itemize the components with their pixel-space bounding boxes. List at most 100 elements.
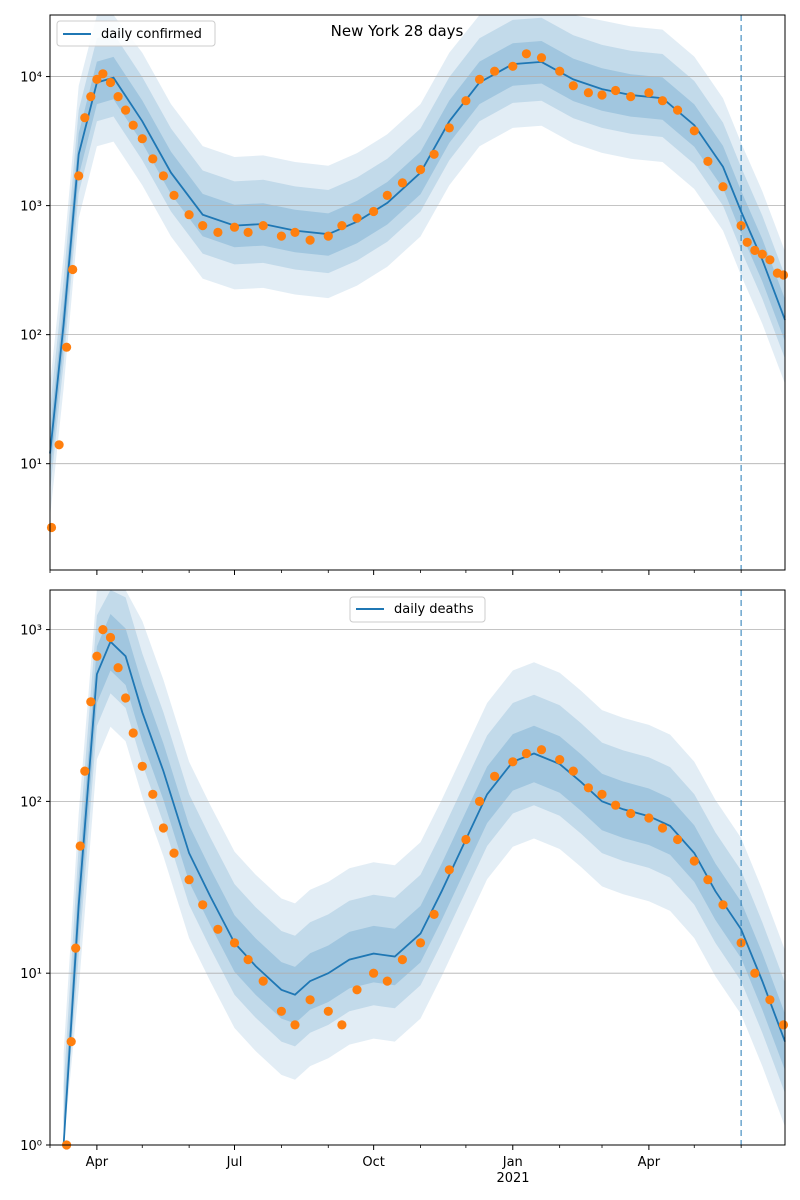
deaths-observed-point bbox=[92, 651, 102, 661]
deaths-observed-point bbox=[290, 1020, 300, 1030]
confirmed-legend: daily confirmed bbox=[56, 20, 216, 47]
deaths-observed-point bbox=[415, 938, 426, 948]
deaths-observed-point bbox=[644, 813, 654, 823]
confirmed-observed-point bbox=[536, 53, 547, 63]
deaths-y-tick-label: 10³ bbox=[20, 624, 42, 639]
deaths-band-3 bbox=[63, 614, 786, 1145]
deaths-observed-point bbox=[148, 789, 158, 799]
deaths-observed-point bbox=[128, 728, 138, 738]
confirmed-observed-point bbox=[121, 105, 131, 115]
deaths-observed-point bbox=[508, 757, 518, 767]
deaths-observed-point bbox=[521, 748, 532, 759]
confirmed-observed-point bbox=[92, 74, 102, 84]
confirmed-y-tick-label: 10² bbox=[20, 329, 42, 344]
deaths-legend: daily deaths bbox=[349, 596, 486, 623]
confirmed-observed-point bbox=[742, 237, 752, 247]
deaths-observed-point bbox=[158, 823, 168, 833]
deaths-observed-point bbox=[718, 900, 728, 910]
deaths-x-tick-label: Oct bbox=[362, 1155, 384, 1170]
deaths-model-line-group bbox=[62, 640, 786, 1146]
deaths-observed-point bbox=[86, 697, 96, 707]
deaths-observed-point bbox=[673, 834, 683, 845]
confirmed-observed-point bbox=[46, 522, 57, 533]
deaths-observed-point bbox=[444, 865, 454, 875]
confirmed-observed-point bbox=[444, 123, 454, 133]
confirmed-observed-point bbox=[305, 235, 315, 245]
confirmed-observed-point bbox=[158, 171, 168, 181]
confirmed-observed-point bbox=[626, 92, 636, 102]
confirmed-legend-label: daily confirmed bbox=[101, 27, 202, 42]
deaths-uncertainty-bands bbox=[63, 590, 786, 1145]
confirmed-observed-point bbox=[54, 440, 64, 450]
deaths-observed-point bbox=[397, 955, 407, 965]
confirmed-observed-point bbox=[461, 96, 471, 106]
deaths-observed-point bbox=[369, 968, 379, 978]
confirmed-observed-point bbox=[213, 227, 223, 237]
confirmed-observed-point bbox=[68, 264, 78, 275]
confirmed-panel: 10¹ 10² 10³ 10⁴ New York 28 days daily conf… bbox=[20, 14, 789, 575]
confirmed-band-2 bbox=[50, 17, 785, 493]
confirmed-observed-point bbox=[611, 85, 621, 96]
confirmed-observed-point bbox=[718, 182, 728, 192]
deaths-x-tick-label: Jan bbox=[502, 1155, 523, 1170]
confirmed-observed-point bbox=[382, 190, 392, 200]
chart-title: New York 28 days bbox=[331, 22, 464, 40]
deaths-x-tick-label: Jul bbox=[226, 1155, 243, 1170]
confirmed-observed-point bbox=[778, 270, 789, 280]
deaths-observed-point bbox=[66, 1037, 76, 1047]
confirmed-observed-point bbox=[148, 154, 158, 164]
confirmed-observed-point bbox=[184, 210, 194, 220]
deaths-x-tick-label: Apr bbox=[86, 1155, 109, 1170]
deaths-observed-point bbox=[657, 823, 668, 833]
deaths-y-tick-label: 10⁰ bbox=[20, 1139, 42, 1154]
confirmed-y-tick-label: 10³ bbox=[20, 200, 42, 215]
deaths-observed-point bbox=[568, 766, 578, 776]
deaths-observed-point bbox=[80, 766, 90, 776]
confirmed-observed-point bbox=[369, 206, 379, 217]
confirmed-x-ticks bbox=[49, 570, 742, 575]
confirmed-observed-point bbox=[98, 69, 108, 79]
confirmed-observed-point bbox=[703, 156, 713, 166]
confirmed-observed-point bbox=[105, 77, 116, 88]
confirmed-observed-point bbox=[80, 113, 90, 123]
deaths-observed-point bbox=[750, 968, 760, 978]
confirmed-observed-point bbox=[415, 165, 426, 175]
deaths-observed-point bbox=[555, 755, 565, 765]
deaths-observed-point bbox=[382, 976, 392, 986]
deaths-band-1 bbox=[63, 590, 786, 1145]
confirmed-axes-frame bbox=[49, 14, 786, 571]
confirmed-observed-point bbox=[521, 49, 532, 59]
confirmed-observed-point bbox=[474, 74, 485, 84]
confirmed-observed-point bbox=[508, 61, 518, 71]
confirmed-observed-point bbox=[169, 190, 179, 200]
confirmed-observed-point bbox=[750, 245, 760, 255]
confirmed-observed-point bbox=[583, 88, 594, 98]
deaths-observed-point bbox=[703, 875, 713, 885]
x-year-label: 2021 bbox=[496, 1171, 529, 1186]
confirmed-observed-point bbox=[323, 231, 333, 241]
deaths-panel: 10⁰ 10¹ 10² 10³ Apr Jul Oct Jan Apr daily death… bbox=[20, 589, 789, 1186]
deaths-observed-point bbox=[305, 995, 315, 1005]
deaths-observed-point bbox=[626, 808, 636, 819]
confirmed-observed-point bbox=[258, 221, 268, 231]
deaths-y-ticks: 10⁰ 10¹ 10² 10³ bbox=[20, 624, 50, 1154]
deaths-observed-point bbox=[352, 985, 362, 995]
confirmed-observed-point bbox=[243, 227, 253, 237]
deaths-observed-point bbox=[184, 875, 194, 885]
confirmed-observed-points bbox=[46, 49, 789, 533]
deaths-y-tick-label: 10² bbox=[20, 795, 42, 810]
deaths-y-tick-label: 10¹ bbox=[20, 967, 42, 982]
confirmed-observed-point bbox=[757, 249, 767, 259]
confirmed-observed-point bbox=[86, 92, 96, 102]
confirmed-observed-point bbox=[490, 66, 500, 76]
confirmed-y-tick-label: 10⁴ bbox=[20, 71, 42, 86]
deaths-observed-point bbox=[583, 783, 594, 793]
confirmed-uncertainty-bands bbox=[50, 15, 785, 518]
deaths-observed-point bbox=[113, 663, 123, 673]
confirmed-y-ticks: 10¹ 10² 10³ 10⁴ bbox=[20, 71, 50, 473]
deaths-observed-point bbox=[258, 976, 268, 986]
confirmed-observed-point bbox=[290, 227, 300, 237]
confirmed-observed-point bbox=[198, 221, 208, 231]
confirmed-observed-point bbox=[429, 149, 439, 159]
deaths-observed-point bbox=[105, 632, 116, 643]
